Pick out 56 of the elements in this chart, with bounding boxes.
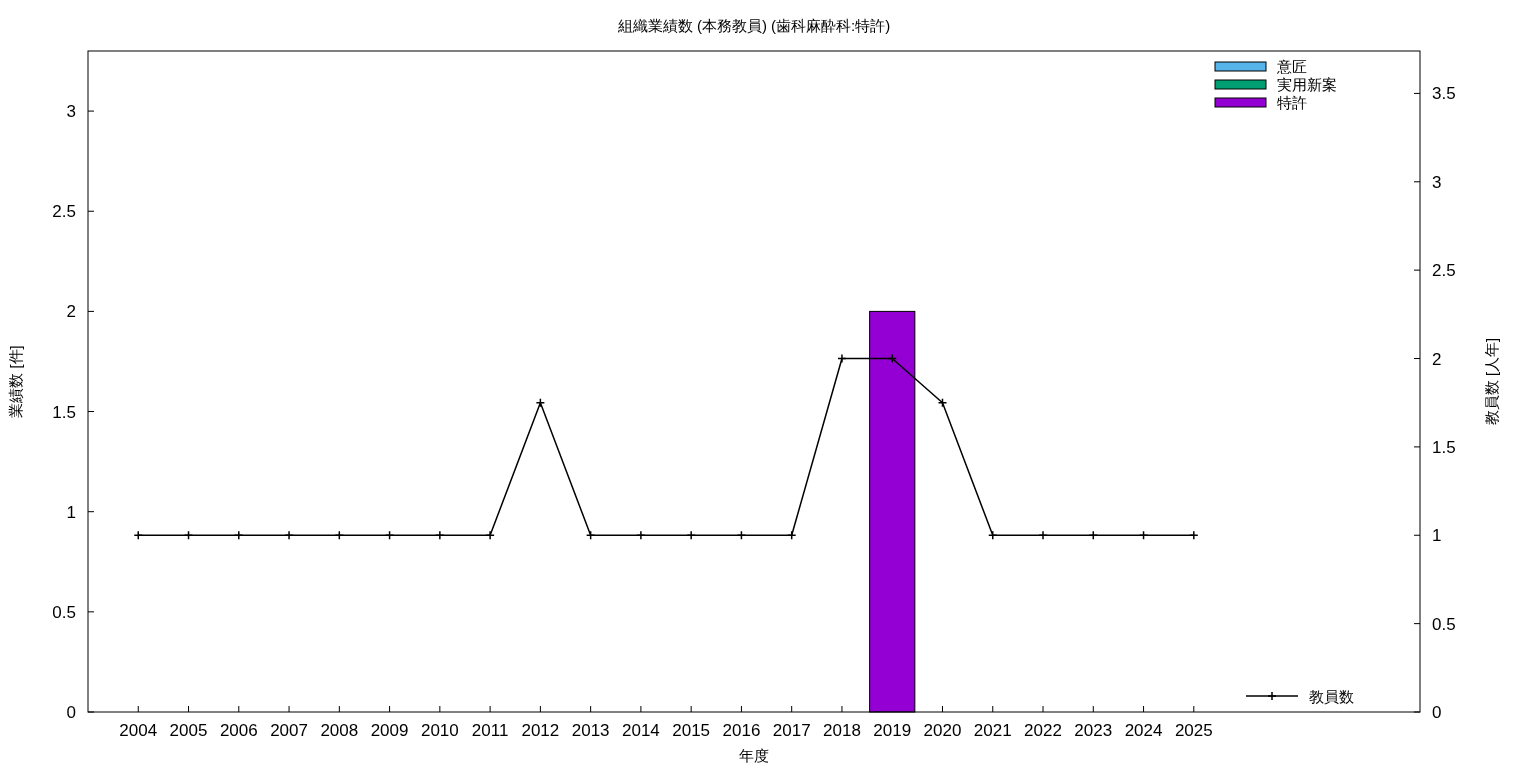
point <box>435 530 445 541</box>
y-axis-title: 業績数 [件] <box>7 345 24 418</box>
point <box>284 530 294 541</box>
x-tick-label: 2014 <box>621 721 660 740</box>
legend-label: 特許 <box>1277 94 1307 111</box>
x-tick-label: 2020 <box>923 721 962 740</box>
legend-label: 実用新案 <box>1277 76 1337 93</box>
x-tick-label: 2008 <box>320 721 359 740</box>
x-tick-label: 2019 <box>873 721 912 740</box>
y2-tick-label: 1.5 <box>1432 437 1456 457</box>
point <box>837 353 847 364</box>
y2-tick-label: 0 <box>1432 703 1442 722</box>
x-tick-label: 2009 <box>370 721 409 740</box>
x-tick-label: 2021 <box>973 721 1012 740</box>
chart-title: 組織業績数 (本務教員) (歯科麻酔科:特許) <box>616 17 891 34</box>
point <box>234 530 244 541</box>
legend-label: 教員数 <box>1309 688 1354 705</box>
x-tick-label: 2004 <box>119 721 158 740</box>
y2-axis-title: 教員数 [人年] <box>1483 337 1500 426</box>
x-tick-label: 2023 <box>1074 721 1113 740</box>
y-tick-label: 2 <box>66 302 76 322</box>
legend-label: 意匠 <box>1276 58 1307 75</box>
x-tick-label: 2012 <box>521 721 560 740</box>
point <box>686 530 696 541</box>
x-tick-label: 2007 <box>270 721 308 740</box>
point <box>485 530 495 541</box>
point <box>636 530 646 541</box>
x-tick-label: 2022 <box>1024 721 1062 740</box>
y-tick-label: 0 <box>66 703 76 722</box>
y-tick-label: 2.5 <box>52 202 76 222</box>
x-tick-label: 2013 <box>571 721 610 740</box>
x-tick-label: 2015 <box>672 721 711 740</box>
y2-tick-label: 1 <box>1432 526 1442 546</box>
y2-tick-label: 3.5 <box>1432 84 1456 104</box>
point <box>1038 530 1048 541</box>
x-tick-label: 2018 <box>823 721 861 740</box>
y-tick-label: 0.5 <box>52 602 76 622</box>
x-tick-label: 2017 <box>772 721 811 740</box>
x-tick-label: 2024 <box>1124 721 1163 740</box>
y2-tick-label: 2.5 <box>1432 261 1456 281</box>
point <box>988 530 998 541</box>
x-tick-label: 2006 <box>219 721 258 740</box>
point <box>1189 530 1199 541</box>
x-axis-title: 年度 <box>739 747 769 764</box>
y-tick-label: 3 <box>66 102 76 122</box>
x-tick-label: 2005 <box>169 721 208 740</box>
x-tick-label: 2011 <box>471 721 509 740</box>
y2-tick-label: 2 <box>1432 349 1442 369</box>
x-tick-label: 2010 <box>420 721 459 740</box>
x-tick-label: 2016 <box>722 721 761 740</box>
y2-tick-label: 0.5 <box>1432 614 1456 634</box>
x-tick-label: 2025 <box>1174 721 1213 740</box>
point <box>887 353 897 364</box>
y-tick-label: 1.5 <box>52 402 76 422</box>
y-tick-label: 1 <box>66 502 76 522</box>
y2-tick-label: 3 <box>1432 172 1442 192</box>
